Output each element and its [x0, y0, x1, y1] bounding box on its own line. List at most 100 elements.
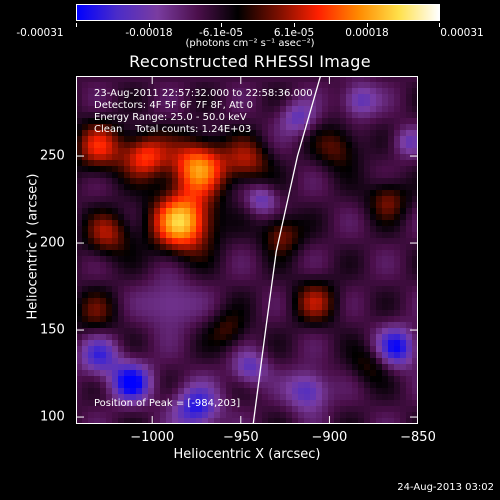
- heatmap-cell: [262, 364, 269, 371]
- heatmap-cell: [220, 172, 227, 179]
- heatmap-cell: [286, 334, 293, 341]
- heatmap-cell: [412, 316, 418, 323]
- heatmap-cell: [94, 130, 101, 137]
- heatmap-cell: [94, 358, 101, 365]
- heatmap-cell: [310, 316, 317, 323]
- heatmap-cell: [94, 136, 101, 143]
- heatmap-cell: [226, 310, 233, 317]
- heatmap-cell: [124, 304, 131, 311]
- heatmap-cell: [220, 94, 227, 101]
- heatmap-cell: [406, 400, 413, 407]
- heatmap-cell: [142, 142, 149, 149]
- heatmap-cell: [100, 94, 107, 101]
- heatmap-cell: [148, 178, 155, 185]
- heatmap-cell: [370, 88, 377, 95]
- heatmap-cell: [130, 250, 137, 257]
- heatmap-cell: [400, 160, 407, 167]
- heatmap-cell: [190, 232, 197, 239]
- heatmap-cell: [316, 208, 323, 215]
- heatmap-cell: [310, 244, 317, 251]
- heatmap-cell: [244, 160, 251, 167]
- heatmap-cell: [346, 298, 353, 305]
- heatmap-cell: [382, 88, 389, 95]
- heatmap-cell: [352, 160, 359, 167]
- heatmap-cell: [232, 136, 239, 143]
- heatmap-cell: [250, 292, 257, 299]
- heatmap-cell: [214, 148, 221, 155]
- heatmap-cell: [256, 166, 263, 173]
- heatmap-cell: [286, 76, 293, 83]
- heatmap-cell: [196, 382, 203, 389]
- heatmap-cell: [322, 100, 329, 107]
- heatmap-cell: [112, 112, 119, 119]
- heatmap-cell: [262, 118, 269, 125]
- heatmap-cell: [208, 208, 215, 215]
- heatmap-cell: [268, 208, 275, 215]
- heatmap-cell: [178, 322, 185, 329]
- heatmap-cell: [148, 358, 155, 365]
- heatmap-cell: [412, 88, 418, 95]
- heatmap-cell: [364, 406, 371, 413]
- heatmap-cell: [400, 298, 407, 305]
- heatmap-cell: [136, 292, 143, 299]
- heatmap-cell: [136, 190, 143, 197]
- heatmap-cell: [244, 112, 251, 119]
- heatmap-cell: [352, 112, 359, 119]
- heatmap-cell: [148, 220, 155, 227]
- heatmap-cell: [148, 172, 155, 179]
- heatmap-cell: [316, 316, 323, 323]
- heatmap-cell: [280, 118, 287, 125]
- heatmap-cell: [82, 316, 89, 323]
- heatmap-cell: [400, 106, 407, 113]
- heatmap-cell: [238, 316, 245, 323]
- heatmap-cell: [268, 340, 275, 347]
- heatmap-cell: [364, 142, 371, 149]
- heatmap-cell: [76, 286, 83, 293]
- heatmap-cell: [226, 124, 233, 131]
- x-tick-label: −950: [222, 430, 259, 445]
- heatmap-cell: [94, 76, 101, 83]
- heatmap-cell: [292, 190, 299, 197]
- heatmap-cell: [250, 412, 257, 419]
- heatmap-cell: [94, 190, 101, 197]
- heatmap-cell: [322, 196, 329, 203]
- heatmap-cell: [304, 88, 311, 95]
- heatmap-cell: [274, 106, 281, 113]
- heatmap-cell: [352, 94, 359, 101]
- heatmap-cell: [130, 130, 137, 137]
- heatmap-cell: [412, 178, 418, 185]
- heatmap-cell: [394, 160, 401, 167]
- heatmap-cell: [106, 418, 113, 424]
- heatmap-cell: [268, 262, 275, 269]
- heatmap-cell: [280, 262, 287, 269]
- heatmap-cell: [118, 382, 125, 389]
- heatmap-cell: [172, 286, 179, 293]
- heatmap-cell: [346, 364, 353, 371]
- heatmap-cell: [136, 214, 143, 221]
- heatmap-cell: [370, 244, 377, 251]
- heatmap-cell: [352, 268, 359, 275]
- heatmap-cell: [352, 364, 359, 371]
- heatmap-cell: [406, 130, 413, 137]
- heatmap-cell: [88, 106, 95, 113]
- heatmap-cell: [406, 148, 413, 155]
- heatmap-cell: [160, 154, 167, 161]
- heatmap-cell: [166, 76, 173, 83]
- heatmap-cell: [358, 370, 365, 377]
- heatmap-cell: [160, 316, 167, 323]
- heatmap-cell: [106, 376, 113, 383]
- heatmap-cell: [358, 418, 365, 424]
- heatmap-cell: [358, 334, 365, 341]
- heatmap-cell: [124, 160, 131, 167]
- heatmap-cell: [214, 394, 221, 401]
- heatmap-cell: [190, 94, 197, 101]
- heatmap-cell: [244, 130, 251, 137]
- heatmap-cell: [412, 340, 418, 347]
- heatmap-cell: [94, 172, 101, 179]
- heatmap-cell: [208, 82, 215, 89]
- heatmap-cell: [256, 244, 263, 251]
- heatmap-cell: [142, 280, 149, 287]
- heatmap-cell: [202, 106, 209, 113]
- heatmap-cell: [262, 316, 269, 323]
- heatmap-cell: [202, 298, 209, 305]
